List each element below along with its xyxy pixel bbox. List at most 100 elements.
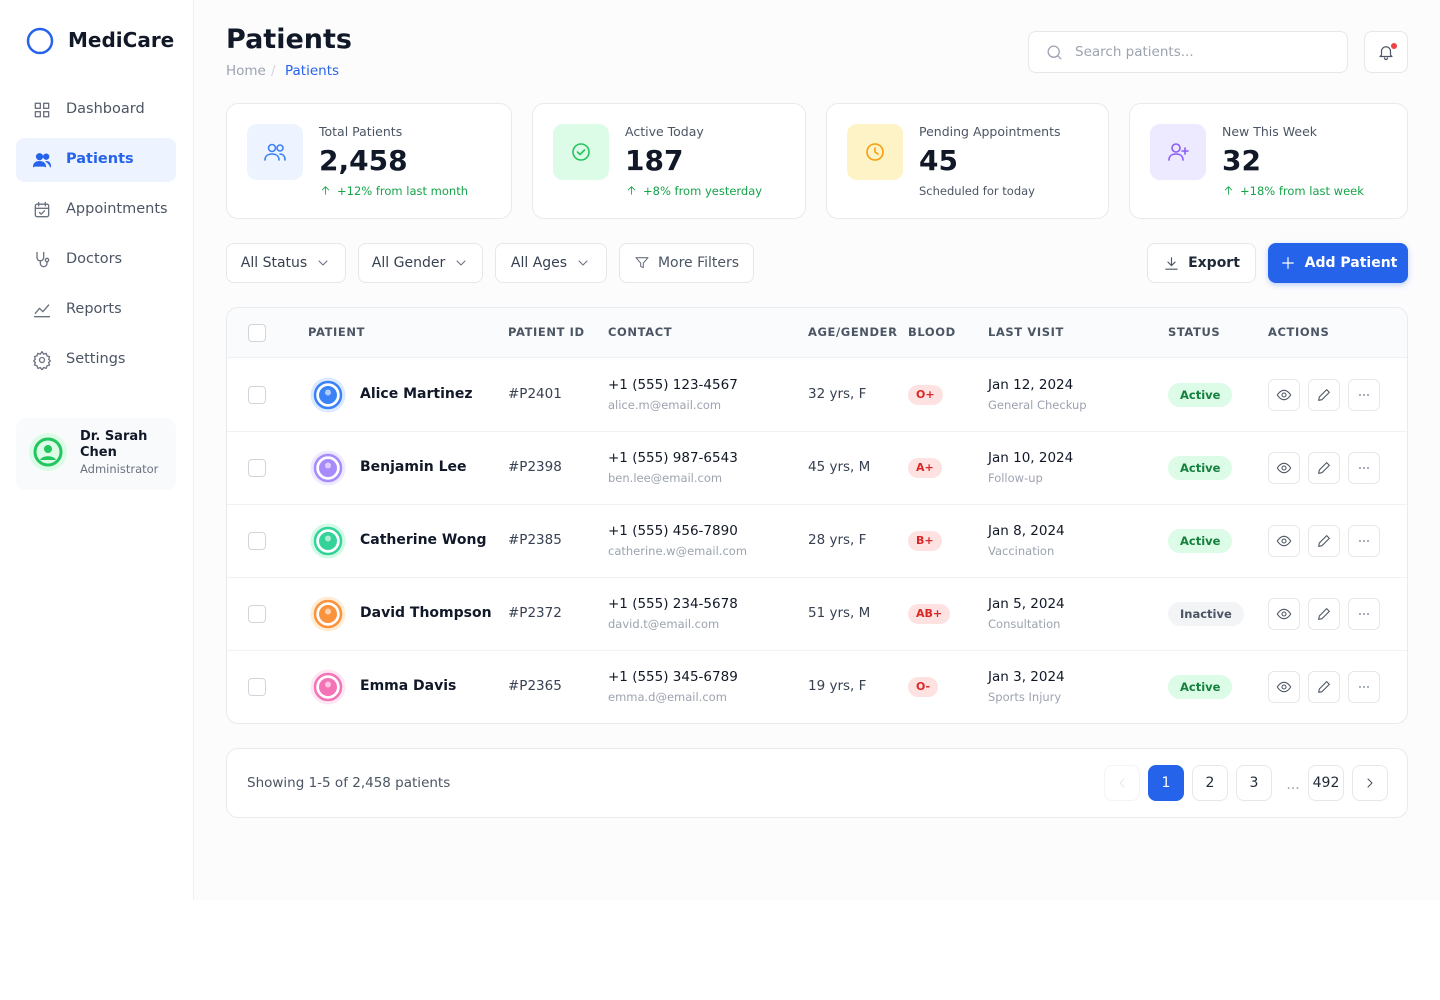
filter-button[interactable]: All Ages [495,243,607,283]
more-button[interactable] [1348,598,1380,630]
patient-avatar [310,669,346,705]
stat-icon [1150,124,1206,180]
last-visit-type: Sports Injury [988,690,1062,704]
nav-icon [32,100,52,120]
notification-button[interactable] [1364,31,1408,73]
search-icon [1045,43,1064,62]
page-button[interactable]: 3 [1236,765,1272,801]
edit-button[interactable] [1308,525,1340,557]
view-button[interactable] [1268,452,1300,484]
row-checkbox[interactable] [248,386,266,404]
nav-item[interactable]: Doctors [16,238,176,282]
more-button[interactable] [1348,671,1380,703]
sidebar: MediCare Dashboard Patients Appointments Doc… [0,0,194,900]
filter-button[interactable]: More Filters [619,243,754,283]
nav-icon [32,150,52,170]
pagination-ellipsis: ... [1280,765,1306,801]
blood-badge: A+ [908,458,942,478]
column-header: ACTIONS [1268,325,1330,339]
patient-id: #P2372 [508,605,562,621]
filter-label: All Gender [371,255,446,271]
stat-icon [553,124,609,180]
nav-label: Appointments [66,201,168,217]
more-button[interactable] [1348,525,1380,557]
column-header: CONTACT [608,325,673,339]
prev-page-button[interactable] [1104,765,1140,801]
last-visit-date: Jan 10, 2024 [988,450,1074,466]
patient-phone: +1 (555) 123-4567 [608,377,738,393]
filter-button[interactable]: All Gender [358,243,483,283]
add-patient-button[interactable]: Add Patient [1268,243,1408,283]
export-label: Export [1188,255,1240,271]
nav-item[interactable]: Reports [16,288,176,332]
page-button[interactable]: 2 [1192,765,1228,801]
patient-id: #P2401 [508,386,562,402]
nav-item[interactable]: Appointments [16,188,176,232]
table-header [227,308,1407,358]
column-header: PATIENT ID [508,325,585,339]
blood-badge: O- [908,677,939,697]
patient-name: David Thompson [360,605,492,621]
search-box[interactable]: Search patients... [1028,31,1348,73]
row-checkbox[interactable] [248,532,266,550]
edit-button[interactable] [1308,379,1340,411]
stat-label: Total Patients [319,124,403,139]
last-visit-date: Jan 12, 2024 [988,377,1074,393]
page-button[interactable]: 1 [1148,765,1184,801]
page-label: 492 [1312,775,1340,791]
more-button[interactable] [1348,379,1380,411]
row-divider [227,431,1407,432]
patient-email: emma.d@email.com [608,690,727,704]
trend-icon [319,184,332,197]
stat-value: 187 [625,144,684,177]
blood-badge: O+ [908,385,943,405]
nav-item[interactable]: Patients [16,138,176,182]
export-button[interactable]: Export [1147,243,1256,283]
trend-icon [625,184,638,197]
patient-age: 32 yrs, F [808,386,867,402]
nav-item[interactable]: Dashboard [16,88,176,132]
page-button[interactable]: 492 [1308,765,1344,801]
view-button[interactable] [1268,598,1300,630]
select-all-checkbox[interactable] [248,324,266,342]
view-button[interactable] [1268,525,1300,557]
next-page-button[interactable] [1352,765,1388,801]
view-button[interactable] [1268,671,1300,703]
patient-id: #P2398 [508,459,562,475]
last-visit-date: Jan 5, 2024 [988,596,1065,612]
patient-id: #P2385 [508,532,562,548]
filter-button[interactable]: All Status [226,243,346,283]
edit-button[interactable] [1308,452,1340,484]
patient-email: ben.lee@email.com [608,471,723,485]
nav-label: Doctors [66,251,123,267]
filter-label: All Ages [510,255,568,271]
stat-icon [247,124,303,180]
search-placeholder: Search patients... [1075,44,1194,60]
nav-icon [32,250,52,270]
patient-age: 28 yrs, F [808,532,867,548]
pagination-card: Showing 1-5 of 2,458 patients 1 2 3... 492 [226,748,1408,818]
stat-value: 45 [919,144,958,177]
patients-table: PATIENT PATIENT ID CONTACT AGE/GENDER BLOOD L… [226,307,1408,724]
edit-button[interactable] [1308,671,1340,703]
nav-item[interactable]: Settings [16,338,176,382]
patient-age: 19 yrs, F [808,678,867,694]
user-avatar [28,432,68,472]
edit-button[interactable] [1308,598,1340,630]
row-checkbox[interactable] [248,605,266,623]
row-checkbox[interactable] [248,678,266,696]
row-checkbox[interactable] [248,459,266,477]
patient-email: david.t@email.com [608,617,720,631]
filter-label: More Filters [657,255,740,271]
status-badge: Inactive [1168,602,1244,626]
more-button[interactable] [1348,452,1380,484]
view-button[interactable] [1268,379,1300,411]
patient-email: alice.m@email.com [608,398,722,412]
page-label: 2 [1205,775,1215,791]
stat-note: +8% from yesterday [643,184,763,198]
patient-name: Benjamin Lee [360,459,467,475]
stat-note: Scheduled for today [919,184,1035,198]
patient-age: 45 yrs, M [808,459,871,475]
page-title: Patients [226,24,352,55]
